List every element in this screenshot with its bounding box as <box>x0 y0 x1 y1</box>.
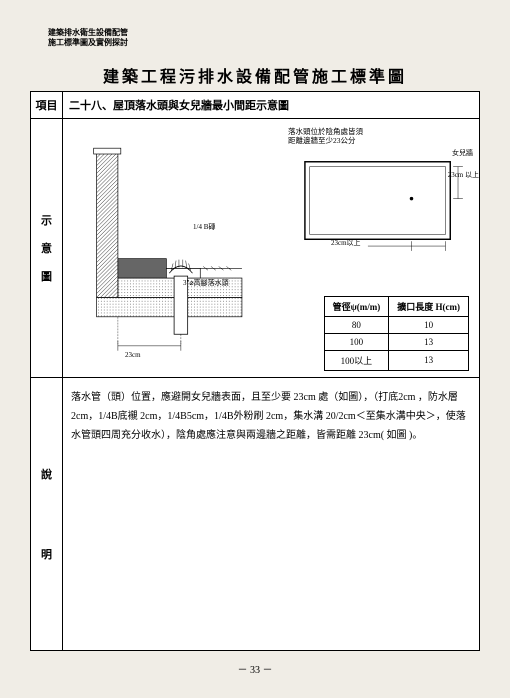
table-row: 80 10 <box>324 316 468 333</box>
annot-bottom-dim: 23cm <box>125 351 141 359</box>
diagram-row: 示 意 圖 <box>31 119 479 378</box>
description-row: 說 明 落水管（頭）位置，應避開女兒牆表面，且至少要 23cm 處（如圖），（打… <box>31 378 479 650</box>
annot-dim-bottom: 23cm以上 <box>331 239 361 247</box>
table-header: 管徑ψ(m/m) <box>324 296 389 316</box>
item-text: 二十八、屋頂落水頭與女兒牆最小間距示意圖 <box>63 92 479 118</box>
page-number: － 33 － <box>30 661 480 676</box>
diagram-content: 落水頭位於陰角處皆須 距離邊牆至少23公分 女兒牆 23cm 以上 23cm以上… <box>63 119 479 377</box>
document-header: 建築排水衛生設備配管 施工標準圖及實例探討 <box>48 28 480 49</box>
description-text: 落水管（頭）位置，應避開女兒牆表面，且至少要 23cm 處（如圖），（打底2cm… <box>63 378 479 650</box>
item-row: 項目 二十八、屋頂落水頭與女兒牆最小間距示意圖 <box>31 92 479 119</box>
main-title: 建築工程污排水設備配管施工標準圖 <box>30 63 480 87</box>
description-label: 說 明 <box>31 378 63 650</box>
table-header-row: 管徑ψ(m/m) 擴口長度 H(cm) <box>324 296 468 316</box>
table-row: 100 13 <box>324 333 468 350</box>
annot-drain: 3"⌀高腳落水頭 <box>183 279 229 287</box>
header-line-1: 建築排水衛生設備配管 <box>48 28 480 38</box>
annot-dim-right: 23cm 以上 <box>448 171 479 179</box>
document-frame: 項目 二十八、屋頂落水頭與女兒牆最小間距示意圖 示 意 圖 <box>30 91 480 651</box>
diagram-label: 示 意 圖 <box>31 119 63 377</box>
table-row: 100以上 13 <box>324 350 468 370</box>
annot-top-note: 落水頭位於陰角處皆須 距離邊牆至少23公分 <box>288 127 363 145</box>
table-header: 擴口長度 H(cm) <box>389 296 469 316</box>
annot-parapet: 女兒牆 <box>452 149 473 157</box>
annot-brick: 1/4 B磚 <box>193 223 215 231</box>
header-line-2: 施工標準圖及實例探討 <box>48 38 480 48</box>
item-label: 項目 <box>31 92 63 118</box>
spec-table: 管徑ψ(m/m) 擴口長度 H(cm) 80 10 100 13 100以上 1… <box>324 296 469 371</box>
